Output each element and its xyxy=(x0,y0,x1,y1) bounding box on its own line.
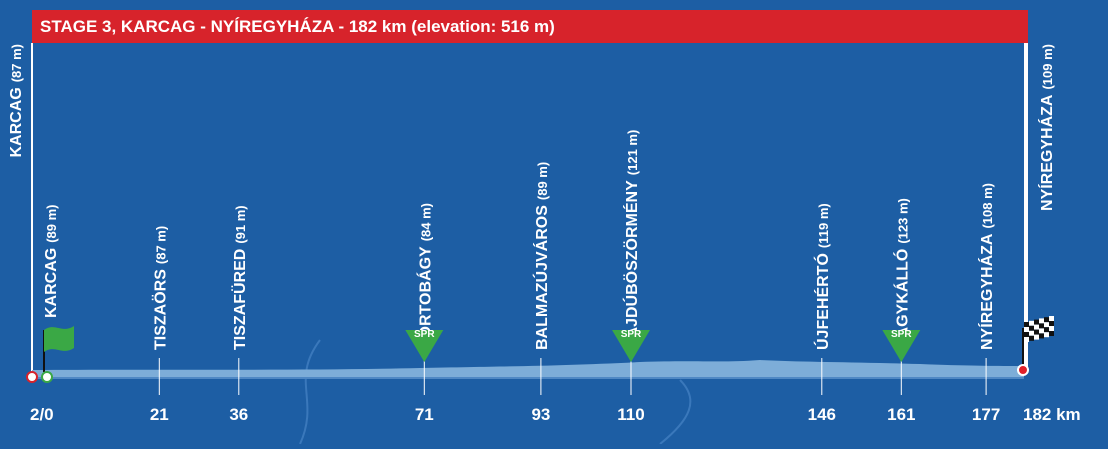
sprint-marker xyxy=(405,330,444,362)
flag-square xyxy=(1049,331,1054,336)
place-elevation: (119 m) xyxy=(816,203,831,248)
km-label: 177 xyxy=(972,405,1000,424)
place-name: NYÍREGYHÁZA xyxy=(1037,94,1056,211)
title: STAGE 3, KARCAG - NYÍREGYHÁZA - 182 km (… xyxy=(40,17,555,36)
flag-square xyxy=(1034,329,1039,335)
km-label: 21 xyxy=(150,405,169,424)
km-label: 161 xyxy=(887,405,915,424)
finish-dot xyxy=(1017,364,1029,376)
flag-square xyxy=(1049,321,1054,326)
flag-square xyxy=(1039,328,1044,334)
sprint-label: SPR xyxy=(891,329,912,340)
place-elevation: (89 m) xyxy=(535,162,550,200)
elevation-profile xyxy=(32,360,1024,377)
flag-square xyxy=(1044,322,1049,328)
place-name: HAJDÚBÖSZÖRMÉNY xyxy=(622,180,641,350)
flag-square xyxy=(1049,316,1054,321)
place-name: TISZAFÜRED xyxy=(230,249,249,350)
sprint-label: SPR xyxy=(621,329,642,340)
flag-square xyxy=(1024,337,1029,342)
flag-square xyxy=(1034,324,1039,330)
finish-flag xyxy=(1024,316,1054,342)
place-elevation: (123 m) xyxy=(895,198,910,244)
flag-square xyxy=(1044,332,1049,338)
place-name: BALMAZÚJVÁROS xyxy=(532,205,551,350)
flag-square xyxy=(1044,327,1049,333)
flag-square xyxy=(1034,319,1039,325)
start-dot xyxy=(26,371,38,383)
place-elevation: (87 m) xyxy=(153,226,168,264)
place-elevation: (84 m) xyxy=(418,203,433,241)
place-name: NYÍREGYHÁZA xyxy=(977,233,996,350)
km-label: 93 xyxy=(531,405,550,424)
flag-square xyxy=(1024,327,1029,332)
place-label: NYÍREGYHÁZA (109 m) xyxy=(1037,44,1056,211)
place-label: NYÍREGYHÁZA (108 m) xyxy=(977,183,996,350)
flag-square xyxy=(1029,330,1034,336)
place-name: ÚJFEHÉRTÓ xyxy=(813,253,832,350)
km-label: 110 xyxy=(617,405,644,424)
km-label: 182 km xyxy=(1023,405,1081,424)
km-label: 36 xyxy=(229,405,248,424)
left-border xyxy=(31,43,33,378)
place-elevation: (108 m) xyxy=(980,183,995,229)
flag-square xyxy=(1039,333,1044,339)
place-elevation: (89 m) xyxy=(44,204,59,242)
place-label: TISZAÖRS (87 m) xyxy=(150,226,169,350)
place-elevation: (87 m) xyxy=(9,44,24,82)
km-label: 146 xyxy=(808,405,836,424)
flag-square xyxy=(1044,317,1049,323)
start-flag xyxy=(44,326,74,352)
flag-square xyxy=(1039,323,1044,329)
title-bar xyxy=(32,10,1028,43)
flag-square xyxy=(1024,332,1029,337)
sprint-marker xyxy=(612,330,650,362)
km-label: 71 xyxy=(415,405,434,424)
place-label: HAJDÚBÖSZÖRMÉNY (121 m) xyxy=(622,130,641,350)
flag-square xyxy=(1029,335,1034,341)
place-label: BALMAZÚJVÁROS (89 m) xyxy=(532,162,551,350)
flag-square xyxy=(1049,326,1054,331)
place-elevation: (109 m) xyxy=(1040,44,1055,90)
place-label: KARCAG (89 m) xyxy=(43,204,60,318)
right-border xyxy=(1024,43,1028,373)
km-label: 2/0 xyxy=(30,405,54,424)
flag-square xyxy=(1029,325,1034,331)
place-label: HORTOBÁGY (84 m) xyxy=(415,203,434,350)
map-decoration xyxy=(299,339,692,445)
sprint-label: SPR xyxy=(414,329,435,340)
place-label: NAGYKÁLLÓ (123 m) xyxy=(892,198,911,350)
place-name: NAGYKÁLLÓ xyxy=(892,249,911,350)
flag-square xyxy=(1039,318,1044,324)
place-label: TISZAFÜRED (91 m) xyxy=(230,205,249,350)
place-elevation: (91 m) xyxy=(233,205,248,243)
place-label: ÚJFEHÉRTÓ (119 m) xyxy=(813,203,832,350)
place-name: KARCAG xyxy=(8,87,25,157)
place-name: TISZAÖRS xyxy=(150,269,169,350)
flag-square xyxy=(1029,320,1034,326)
place-name: HORTOBÁGY xyxy=(415,246,434,350)
sprint-marker xyxy=(882,330,921,362)
place-elevation: (121 m) xyxy=(625,130,640,176)
flag-square xyxy=(1034,334,1039,340)
flag-square xyxy=(1024,322,1029,327)
place-name: KARCAG xyxy=(43,248,60,318)
start-dot xyxy=(41,371,53,383)
place-label: KARCAG (87 m) xyxy=(8,44,25,158)
baseline xyxy=(32,377,1024,379)
